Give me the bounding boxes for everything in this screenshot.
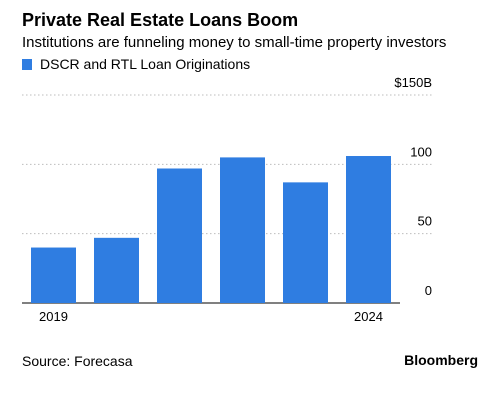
y-tick-label: 0	[425, 283, 432, 298]
chart-subtitle: Institutions are funneling money to smal…	[22, 34, 447, 51]
x-tick-label: 2019	[39, 309, 68, 324]
bar-2022	[220, 157, 265, 303]
x-axis-tick-labels: 2019 2024	[39, 309, 383, 324]
legend: DSCR and RTL Loan Originations	[22, 55, 250, 73]
bar-2024	[346, 156, 391, 303]
bar-2021	[157, 168, 202, 303]
y-tick-label: 50	[418, 214, 432, 229]
y-tick-label: 100	[410, 144, 432, 159]
x-tick-label: 2024	[354, 309, 383, 324]
bar-2023	[283, 182, 328, 303]
bar-2019	[31, 247, 76, 303]
y-axis-tick-labels: 0 50 100 $150B	[394, 75, 432, 298]
brand-logo: Bloomberg	[404, 352, 478, 368]
legend-swatch	[22, 58, 32, 70]
legend-label: DSCR and RTL Loan Originations	[40, 56, 251, 72]
chart-title: Private Real Estate Loans Boom	[22, 10, 299, 30]
y-tick-label: $150B	[394, 75, 432, 90]
bar-2020	[94, 237, 139, 303]
source-note: Source: Forecasa	[22, 353, 133, 369]
bars	[31, 156, 391, 303]
